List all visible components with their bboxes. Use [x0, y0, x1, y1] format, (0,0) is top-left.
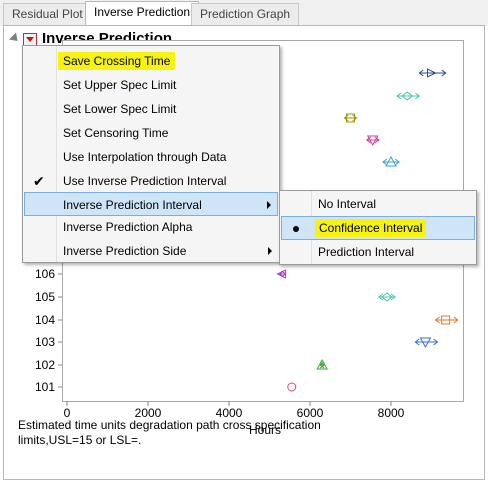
- x-tick-label: 0: [63, 406, 71, 420]
- interval-end-cap: [418, 69, 424, 77]
- menu-item-inverse-prediction-interval[interactable]: Inverse Prediction Interval: [24, 192, 278, 216]
- y-tick-label: 105: [34, 290, 55, 304]
- menu-item-label: Use Interpolation through Data: [63, 150, 227, 164]
- y-tick-label: 101: [34, 380, 55, 394]
- interval-end-cap: [441, 69, 447, 77]
- submenu-item-label: No Interval: [318, 197, 377, 211]
- interval-end-cap: [352, 114, 358, 122]
- interval-end-cap: [453, 316, 459, 324]
- interval-end-cap: [319, 361, 326, 369]
- inverse-prediction-point[interactable]: [276, 269, 287, 279]
- menu-item-label: Set Upper Spec Limit: [63, 78, 177, 92]
- data-point-marker: [427, 68, 437, 78]
- tab-bar: Residual Plot Inverse Prediction Predict…: [0, 0, 488, 27]
- submenu-arrow-icon: [267, 201, 271, 209]
- menu-item-save-crossing-time[interactable]: Save Crossing Time: [24, 49, 278, 73]
- inverse-prediction-point[interactable]: [365, 135, 380, 147]
- inverse-prediction-point[interactable]: [343, 113, 358, 123]
- x-tick-label: 8000: [377, 406, 405, 420]
- submenu-item-label: Confidence Interval: [315, 219, 427, 237]
- interval-submenu: No Interval Confidence Interval Predicti…: [279, 190, 477, 265]
- x-tick-label: 6000: [296, 406, 324, 420]
- submenu-item-confidence-interval[interactable]: Confidence Interval: [281, 216, 475, 240]
- submenu-item-label: Prediction Interval: [318, 245, 415, 259]
- menu-item-label: Use Inverse Prediction Interval: [63, 174, 227, 188]
- interval-end-cap: [415, 92, 421, 100]
- checkmark-icon: ✔: [33, 173, 45, 189]
- inverse-prediction-point[interactable]: [418, 68, 447, 78]
- interval-end-cap: [390, 293, 396, 301]
- interval-end-cap: [414, 338, 420, 346]
- data-point-marker: [419, 337, 432, 349]
- interval-end-cap: [382, 158, 388, 166]
- data-point-marker: [346, 113, 355, 123]
- inverse-prediction-point[interactable]: [316, 358, 328, 370]
- interval-end-cap: [378, 293, 384, 301]
- menu-item-set-upper-spec-limit[interactable]: Set Upper Spec Limit: [24, 73, 278, 97]
- interval-end-cap: [343, 114, 349, 122]
- menu-item-set-censoring-time[interactable]: Set Censoring Time: [24, 121, 278, 145]
- menu-item-label: Set Censoring Time: [63, 126, 169, 140]
- interval-end-cap: [434, 316, 440, 324]
- menu-item-label: Inverse Prediction Side: [63, 244, 187, 258]
- menu-item-label: Inverse Prediction Alpha: [63, 220, 193, 234]
- y-tick-label: 103: [34, 335, 55, 349]
- menu-item-set-lower-spec-limit[interactable]: Set Lower Spec Limit: [24, 97, 278, 121]
- inverse-prediction-point[interactable]: [378, 292, 396, 302]
- inverse-prediction-point[interactable]: [396, 91, 421, 101]
- radio-dot-icon: [293, 226, 299, 232]
- tab-inverse-prediction[interactable]: Inverse Prediction: [85, 1, 200, 27]
- interval-end-cap: [319, 361, 325, 369]
- inverse-prediction-point[interactable]: [287, 382, 297, 392]
- menu-item-label: Set Lower Spec Limit: [63, 102, 177, 116]
- data-point-marker: [366, 135, 379, 147]
- data-point-marker: [287, 382, 297, 392]
- x-tick-label: 4000: [215, 406, 243, 420]
- data-point-marker: [401, 91, 414, 101]
- data-point-marker: [276, 269, 287, 279]
- y-tick-label: 106: [34, 267, 55, 281]
- tab-prediction-graph[interactable]: Prediction Graph: [191, 3, 300, 25]
- menu-item-label: Inverse Prediction Interval: [63, 198, 202, 212]
- inverse-prediction-point[interactable]: [414, 337, 439, 349]
- menu-item-inverse-prediction-side[interactable]: Inverse Prediction Side: [24, 239, 278, 263]
- inverse-prediction-point[interactable]: [382, 155, 400, 167]
- y-tick-label: 102: [34, 358, 55, 372]
- interval-end-cap: [396, 92, 402, 100]
- x-axis-title: Hours: [249, 423, 282, 437]
- interval-end-cap: [394, 158, 400, 166]
- footnote: Estimated time units degradation path cr…: [18, 418, 321, 447]
- menu-item-use-inverse-prediction-interval[interactable]: ✔ Use Inverse Prediction Interval: [24, 169, 278, 193]
- menu-item-inverse-prediction-alpha[interactable]: Inverse Prediction Alpha: [24, 215, 278, 239]
- data-point-marker: [316, 358, 328, 370]
- submenu-arrow-icon: [268, 247, 272, 255]
- menu-item-use-interpolation[interactable]: Use Interpolation through Data: [24, 145, 278, 169]
- context-menu: Save Crossing Time Set Upper Spec Limit …: [22, 45, 280, 263]
- data-point-marker: [381, 292, 393, 302]
- menu-gutter-separator: [56, 46, 57, 262]
- data-point-marker: [385, 155, 397, 167]
- submenu-item-prediction-interval[interactable]: Prediction Interval: [281, 240, 475, 264]
- data-point-marker: [441, 315, 451, 325]
- submenu-item-no-interval[interactable]: No Interval: [281, 192, 475, 216]
- interval-end-cap: [433, 338, 439, 346]
- menu-item-label: Save Crossing Time: [58, 52, 176, 70]
- inverse-prediction-point[interactable]: [434, 315, 459, 325]
- x-tick-label: 2000: [134, 406, 162, 420]
- y-tick-label: 104: [34, 313, 55, 327]
